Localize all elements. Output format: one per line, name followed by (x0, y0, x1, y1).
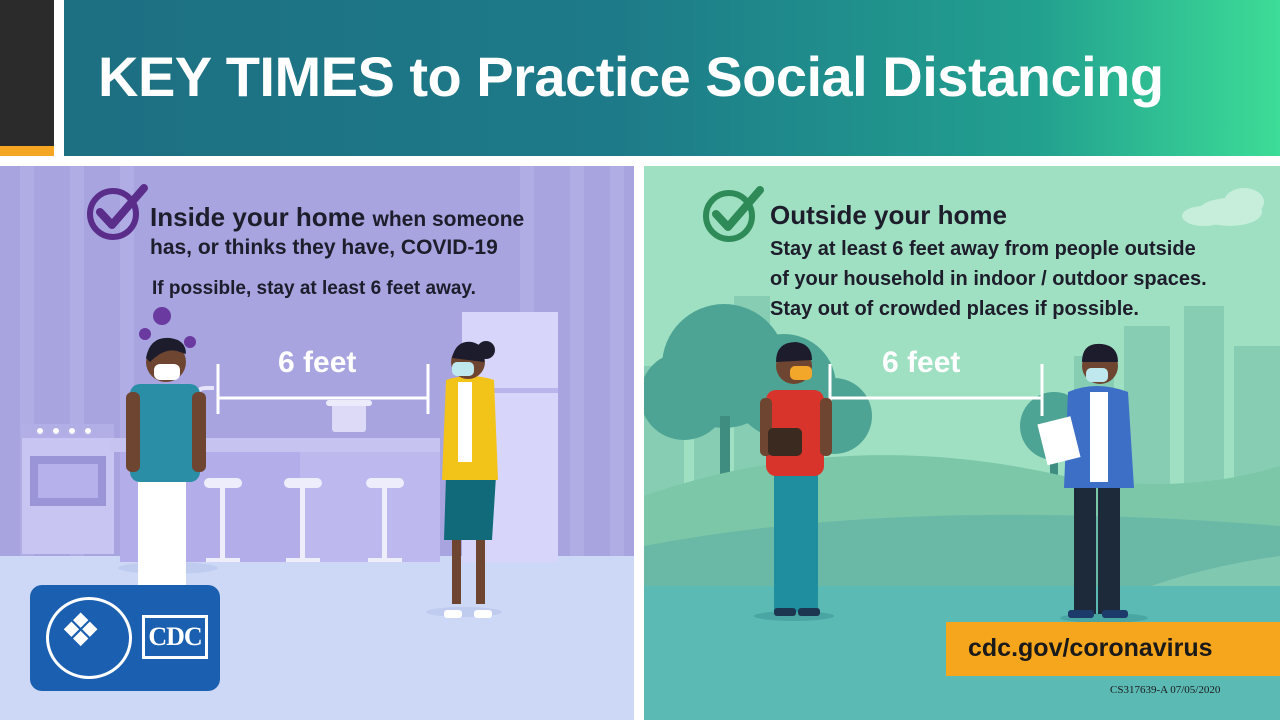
document-code: CS317639-A 07/05/2020 (1110, 684, 1221, 696)
checkmark-circle-icon (703, 186, 764, 242)
eagle-icon: ❖ (60, 604, 102, 656)
outside-home-line-1: Stay at least 6 feet away from people ou… (770, 238, 1196, 260)
person-woman-outdoors (754, 342, 834, 621)
header-banner: KEY TIMES to Practice Social Distancing (64, 0, 1280, 156)
outside-home-line-2: of your household in indoor / outdoor sp… (770, 268, 1207, 290)
person-man-outdoors (1037, 343, 1148, 623)
inside-home-note: If possible, stay at least 6 feet away. (152, 278, 476, 299)
inside-home-heading-suffix: when someone (372, 208, 525, 231)
inside-home-heading: Inside your home when someone (150, 202, 524, 233)
distance-label-inside: 6 feet (278, 346, 357, 379)
cdc-logo-text: CDC (142, 615, 208, 659)
distance-label-outside: 6 feet (882, 346, 961, 379)
cdc-url-link[interactable]: cdc.gov/coronavirus (968, 634, 1213, 662)
outside-home-line-3: Stay out of crowded places if possible. (770, 298, 1139, 320)
inside-home-heading-text: Inside your home (150, 202, 366, 232)
url-badge[interactable]: cdc.gov/coronavirus (946, 622, 1280, 676)
outside-home-heading: Outside your home (770, 200, 1007, 230)
hhs-seal-icon (46, 597, 132, 679)
person-man (118, 337, 218, 588)
header-left-bar (0, 0, 54, 156)
hhs-cdc-logo: ❖ CDC (30, 585, 220, 691)
page-title: KEY TIMES to Practice Social Distancing (98, 45, 1164, 108)
person-woman (426, 341, 502, 618)
header-accent-stripe (0, 146, 54, 156)
inside-home-condition: has, or thinks they have, COVID-19 (150, 236, 498, 259)
checkmark-circle-icon (87, 184, 148, 240)
